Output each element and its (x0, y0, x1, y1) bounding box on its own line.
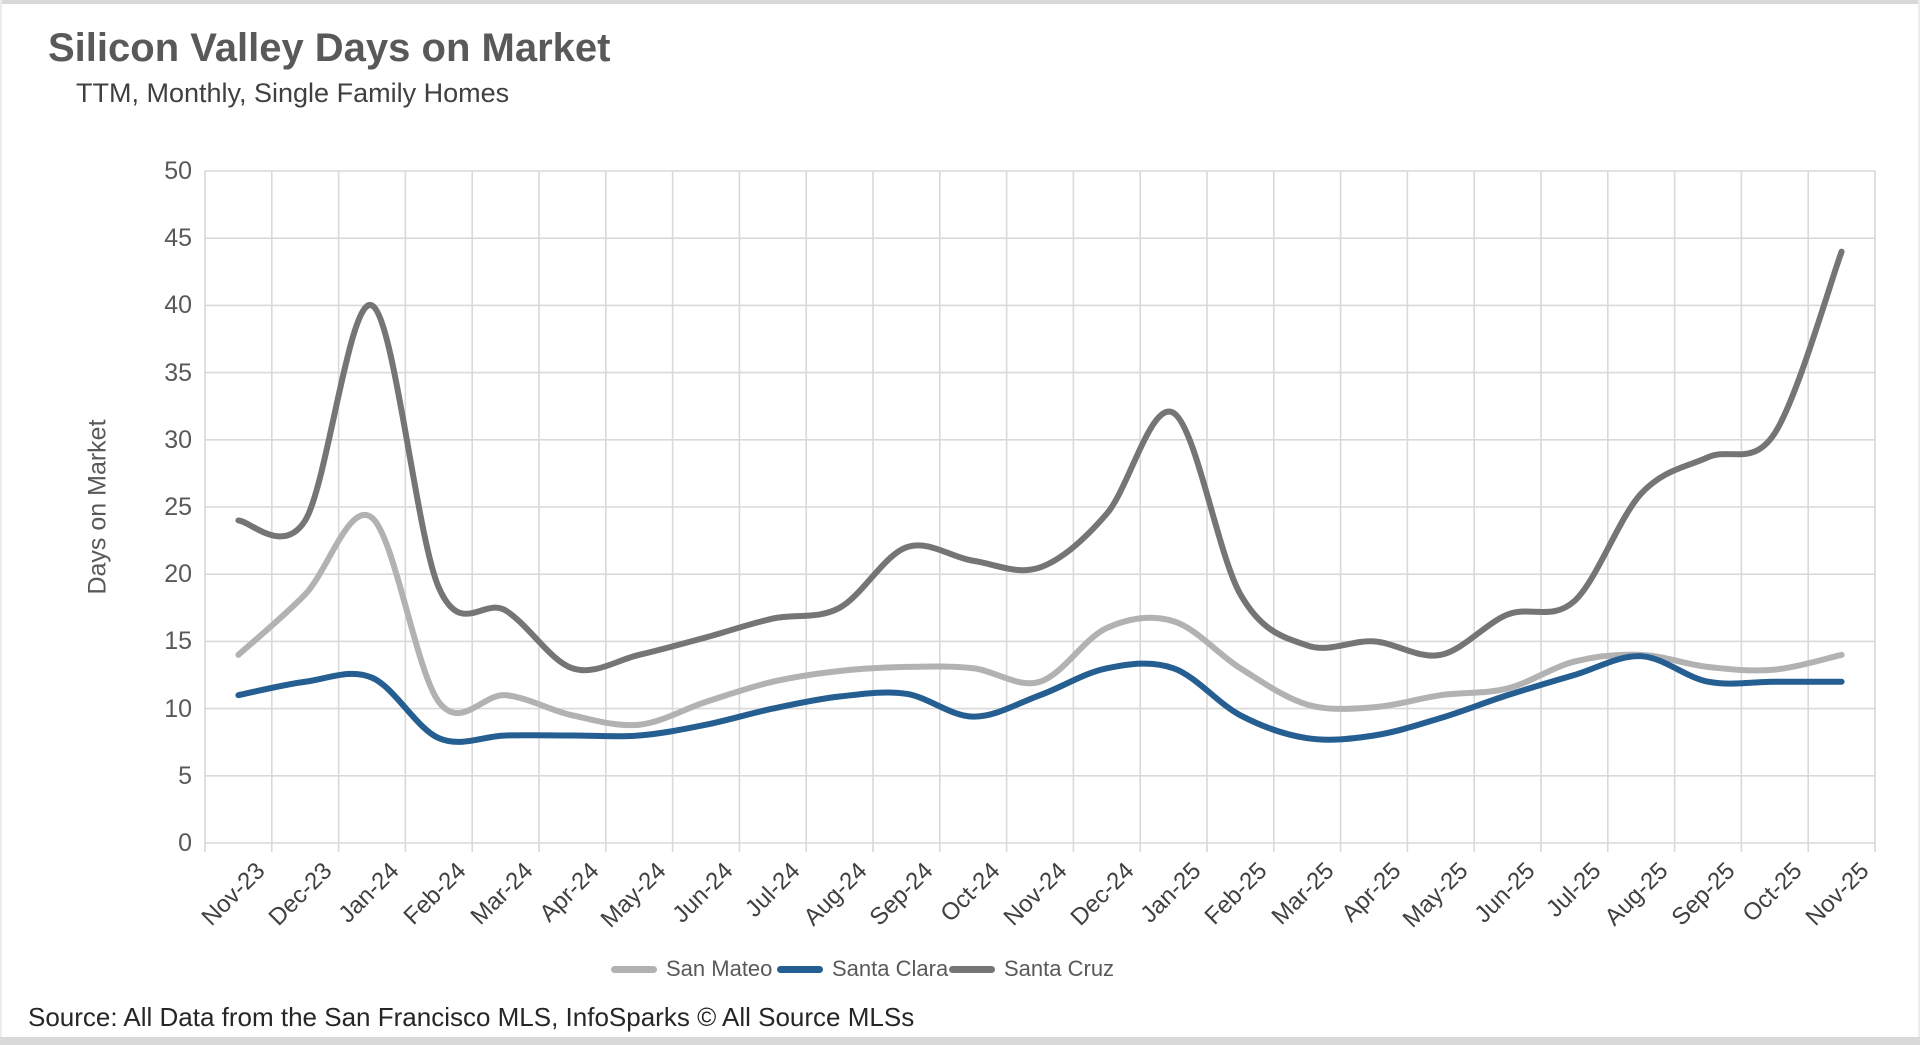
legend-item-santa-cruz: Santa Cruz (949, 952, 1114, 986)
y-tick-label-10: 10 (164, 694, 192, 723)
legend-item-santa-clara: Santa Clara (777, 952, 948, 986)
y-tick-label-5: 5 (178, 761, 192, 790)
legend-label-san-mateo: San Mateo (666, 956, 773, 981)
series-line-san-mateo (235, 512, 1845, 729)
page-left-border (0, 0, 2, 1045)
source-note: Source: All Data from the San Francisco … (28, 1002, 915, 1032)
series-line-santa-cruz (235, 248, 1845, 674)
chart-subtitle: TTM, Monthly, Single Family Homes (76, 78, 510, 108)
santa-clara-line-swatch (777, 965, 823, 973)
y-tick-label-40: 40 (164, 291, 192, 320)
legend-item-san-mateo: San Mateo (611, 952, 772, 986)
y-tick-label-25: 25 (164, 493, 192, 521)
series-line-santa-clara (235, 653, 1845, 745)
y-tick-label-45: 45 (164, 224, 192, 253)
y-tick-label-30: 30 (164, 425, 192, 454)
page-top-border (0, 0, 1920, 4)
legend-label-santa-cruz: Santa Cruz (1004, 956, 1115, 981)
y-tick-label-50: 50 (164, 157, 192, 185)
y-tick-label-35: 35 (164, 358, 192, 387)
chart-title: Silicon Valley Days on Market (48, 26, 611, 70)
y-tick-label-15: 15 (164, 627, 192, 656)
y-tick-label-20: 20 (164, 560, 192, 589)
santa-cruz-line-swatch (949, 965, 995, 973)
y-tick-label-0: 0 (178, 829, 192, 857)
legend-label-santa-clara: Santa Clara (832, 956, 949, 981)
san-mateo-line-swatch (611, 965, 657, 973)
chart-legend: San Mateo Santa Clara Santa Cruz (0, 952, 1920, 986)
page-bottom-bar (0, 1037, 1920, 1045)
page-right-border (1918, 0, 1920, 1045)
